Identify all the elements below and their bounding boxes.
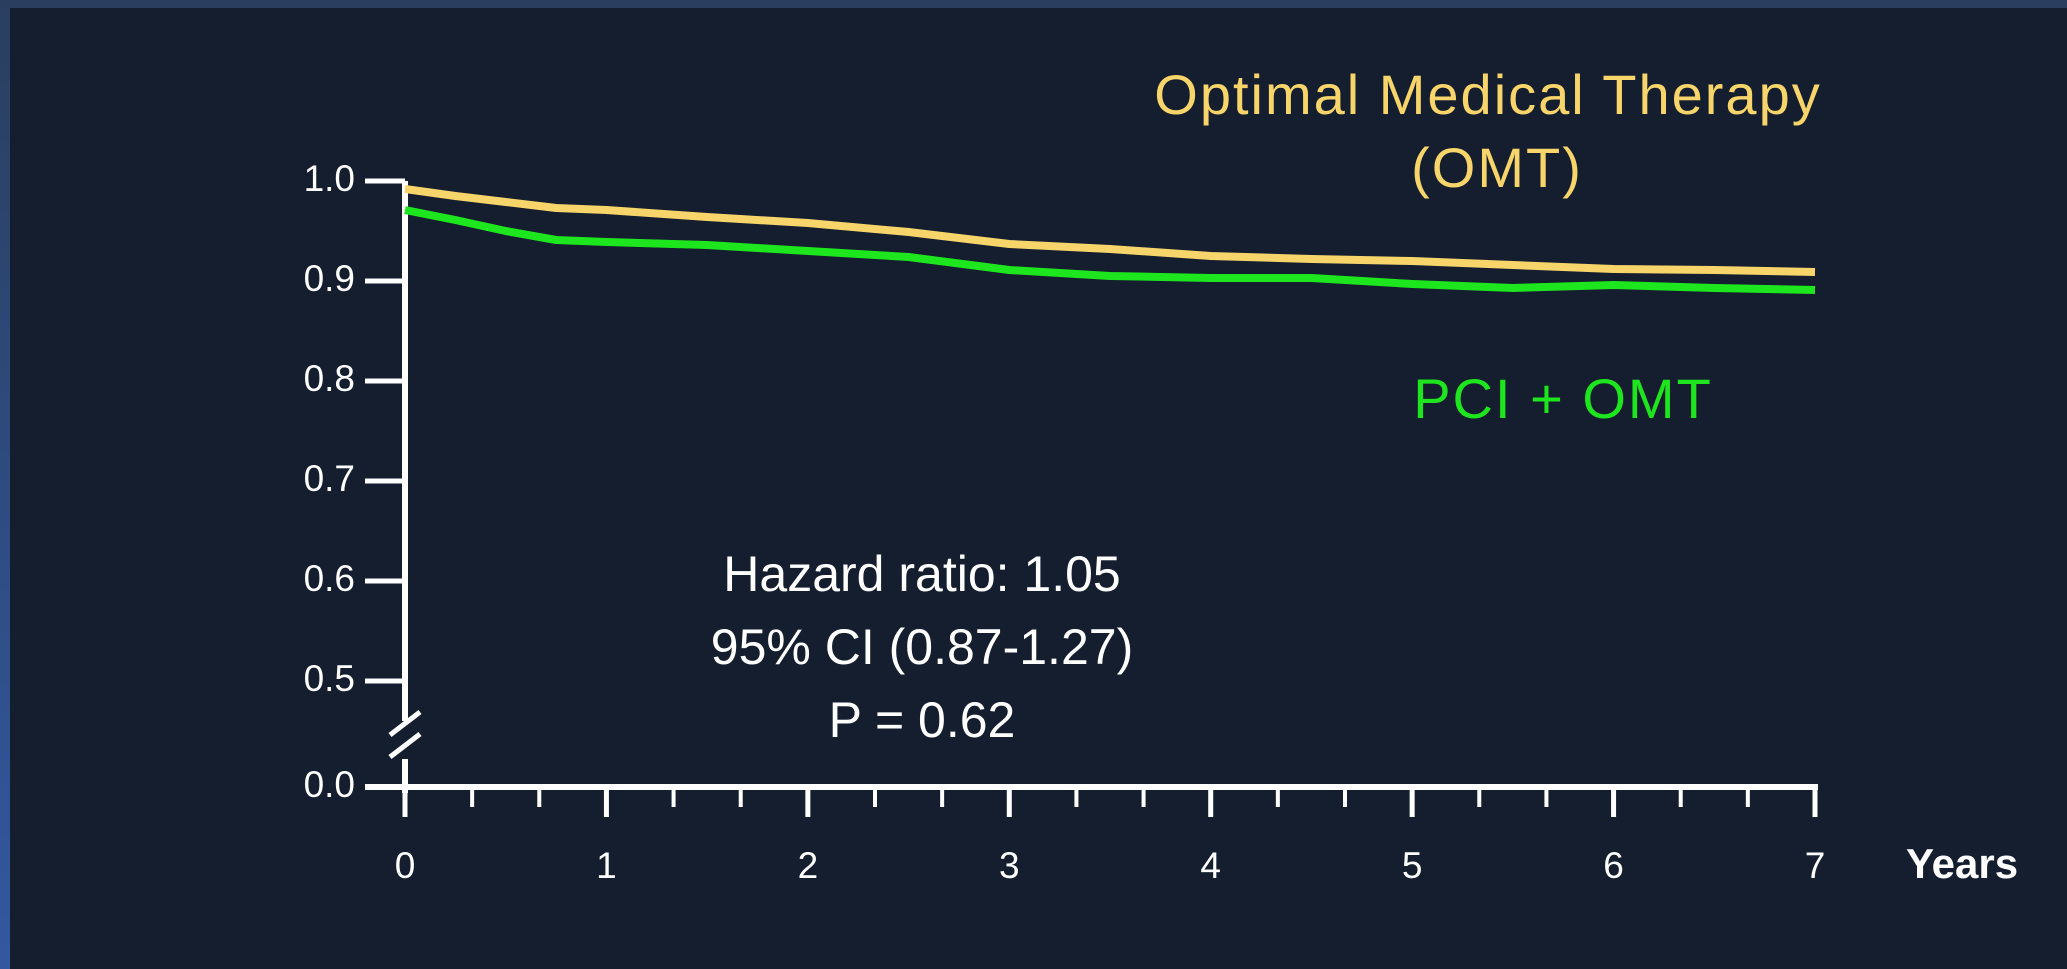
x-tick-label: 3 <box>999 845 1020 886</box>
x-tick-label: 7 <box>1805 845 1826 886</box>
background <box>10 8 2067 969</box>
y-tick-label: 0.8 <box>304 358 355 399</box>
y-tick-label: 0.9 <box>304 258 355 299</box>
x-tick-label: 2 <box>798 845 819 886</box>
legend-omt-sub: (OMT) <box>1411 136 1583 199</box>
legend-pci: PCI + OMT <box>1413 367 1713 430</box>
x-tick-label: 6 <box>1603 845 1624 886</box>
x-tick-label: 0 <box>395 845 416 886</box>
axis-break <box>388 710 422 737</box>
y-tick-label: 0.5 <box>304 658 355 699</box>
annotation: Hazard ratio: 1.05 <box>723 546 1120 602</box>
x-tick-label: 4 <box>1200 845 1221 886</box>
series-line <box>404 206 1816 294</box>
x-tick-label: 5 <box>1402 845 1423 886</box>
series-line <box>404 185 1816 276</box>
annotation: 95% CI (0.87-1.27) <box>711 619 1133 675</box>
legend-omt: Optimal Medical Therapy <box>1154 63 1821 126</box>
annotation: P = 0.62 <box>829 692 1016 748</box>
y-tick-label: 0.6 <box>304 558 355 599</box>
axis-break <box>388 732 422 759</box>
x-tick-label: 1 <box>596 845 617 886</box>
y-tick-label: 0.0 <box>304 764 355 805</box>
x-axis-label: Years <box>1906 840 2018 887</box>
y-tick-label: 0.7 <box>304 458 355 499</box>
y-tick-label: 1.0 <box>304 158 355 199</box>
